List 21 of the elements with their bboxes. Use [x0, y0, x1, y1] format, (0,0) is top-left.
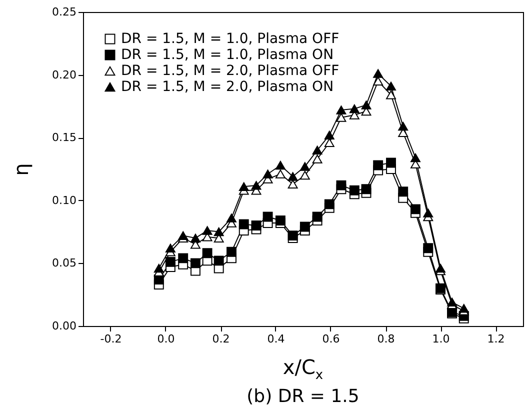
- x-axis-title: x/C$_{x}$: [282, 355, 324, 383]
- legend-label: DR = 1.5, M = 2.0, Plasma OFF: [121, 63, 340, 79]
- y-tick-label: 0.15: [52, 131, 76, 144]
- y-axis-title: η: [9, 163, 34, 176]
- text: (b) DR = 1.5: [246, 386, 360, 407]
- y-tick-label: 0.05: [52, 256, 76, 270]
- x-tick-label: 0.2: [212, 332, 230, 346]
- x-tick-label: 1.2: [487, 332, 505, 346]
- y-tick-label: 0.00: [52, 320, 76, 332]
- x-tick-label: -0.2: [100, 332, 122, 346]
- x-tick-label: 0.8: [377, 332, 395, 346]
- legend-label: DR = 1.5, M = 2.0, Plasma ON: [121, 79, 334, 95]
- legend-label: DR = 1.5, M = 1.0, Plasma OFF: [121, 31, 340, 47]
- y-tick-label: 0.25: [52, 6, 76, 18]
- x-tick-label: 0.6: [322, 332, 340, 346]
- x-tick-label: 1.0: [432, 332, 450, 346]
- y-tick-label: 0.10: [52, 194, 76, 207]
- y-tick-label: 0.20: [52, 68, 76, 82]
- x-tick-label: 0.0: [157, 332, 175, 346]
- x-tick-label: 0.4: [267, 332, 285, 346]
- legend-label: DR = 1.5, M = 1.0, Plasma ON: [121, 47, 334, 63]
